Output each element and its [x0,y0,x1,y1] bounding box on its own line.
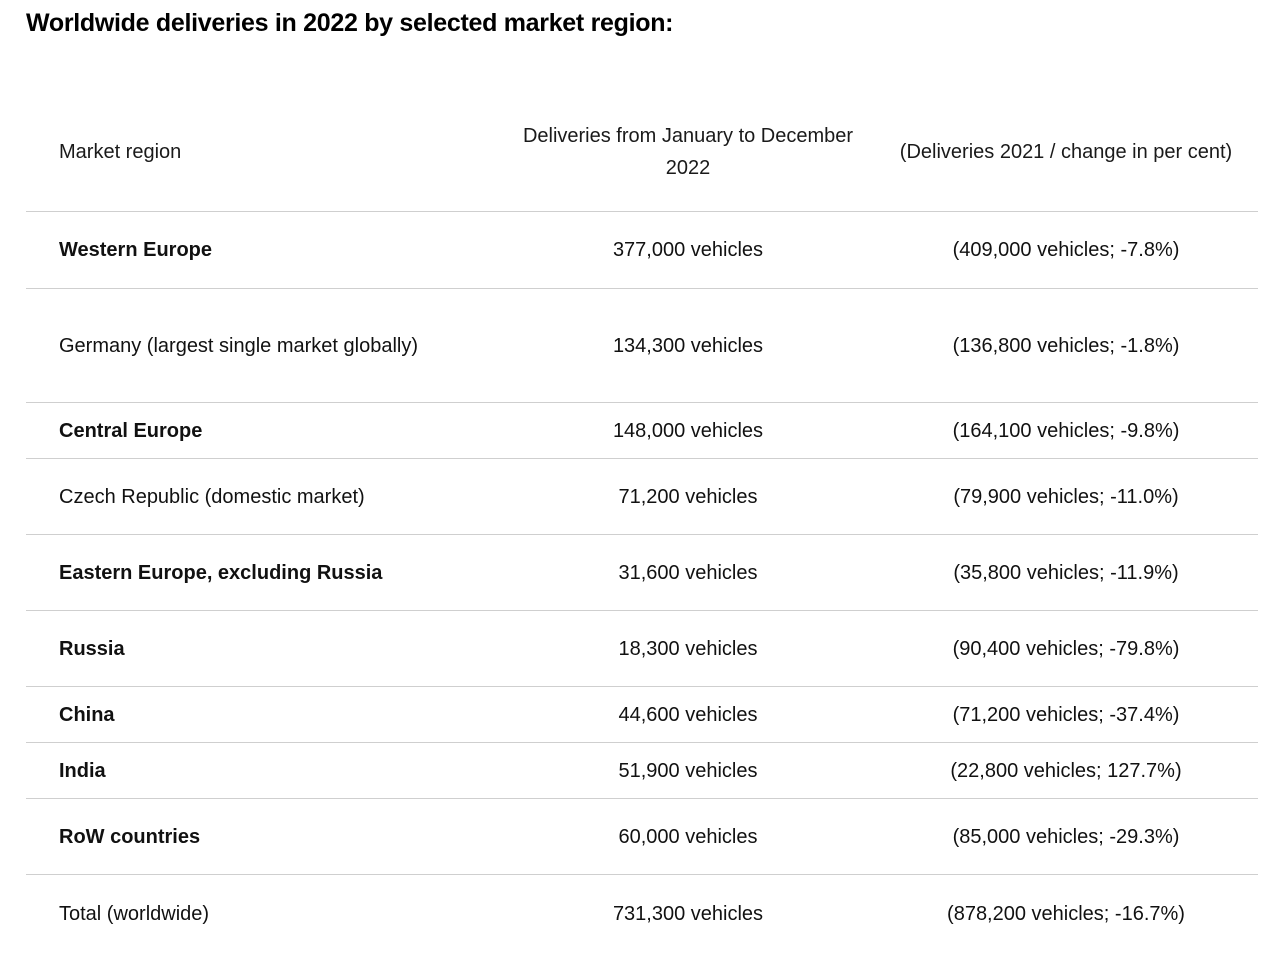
table-row: Central Europe 148,000 vehicles (164,100… [26,403,1258,459]
region-cell: Eastern Europe, excluding Russia [59,561,383,584]
deliveries-table: Market region Deliveries from January to… [26,92,1258,953]
table-row-total: Total (worldwide) 731,300 vehicles (878,… [26,875,1258,953]
region-cell: China [59,703,115,726]
region-cell: RoW countries [59,825,201,848]
deliveries-2021-cell: (409,000 vehicles; -7.8%) [952,239,1180,261]
table-row: India 51,900 vehicles (22,800 vehicles; … [26,743,1258,799]
table-row: Russia 18,300 vehicles (90,400 vehicles;… [26,611,1258,687]
deliveries-2022-cell: 377,000 vehicles [612,239,764,261]
table-row: China 44,600 vehicles (71,200 vehicles; … [26,687,1258,743]
table-row: RoW countries 60,000 vehicles (85,000 ve… [26,799,1258,875]
deliveries-2022-cell: 18,300 vehicles [618,637,758,660]
region-cell: India [59,759,106,782]
region-cell: Russia [59,637,125,660]
table-row: Eastern Europe, excluding Russia 31,600 … [26,535,1258,611]
region-cell: Western Europe [59,239,212,261]
table-header-row: Market region Deliveries from January to… [26,92,1258,212]
deliveries-2021-cell: (878,200 vehicles; -16.7%) [947,903,1185,925]
deliveries-2022-cell: 134,300 vehicles [612,334,764,357]
region-cell: Germany (largest single market globally) [59,334,419,357]
header-market-region: Market region [59,140,182,163]
table-row: Germany (largest single market globally)… [26,289,1258,403]
table-row: Czech Republic (domestic market) 71,200 … [26,459,1258,535]
deliveries-2021-cell: (90,400 vehicles; -79.8%) [952,637,1180,660]
deliveries-2022-cell: 71,200 vehicles [618,485,758,508]
deliveries-2022-cell: 51,900 vehicles [618,759,758,782]
region-cell: Czech Republic (domestic market) [59,485,365,508]
region-cell: Total (worldwide) [59,903,210,925]
deliveries-2022-cell: 148,000 vehicles [612,419,764,442]
deliveries-2021-cell: (22,800 vehicles; 127.7%) [950,759,1182,782]
deliveries-2022-cell: 60,000 vehicles [618,825,758,848]
deliveries-2021-cell: (85,000 vehicles; -29.3%) [952,825,1180,848]
header-deliveries-2022: Deliveries from January to December 2022 [522,124,854,179]
header-deliveries-2021: (Deliveries 2021 / change in per cent) [899,140,1233,163]
region-cell: Central Europe [59,419,203,442]
table-row: Western Europe 377,000 vehicles (409,000… [26,212,1258,289]
page-title: Worldwide deliveries in 2022 by selected… [26,9,674,37]
deliveries-2021-cell: (71,200 vehicles; -37.4%) [952,703,1180,726]
deliveries-2022-cell: 31,600 vehicles [618,561,758,584]
deliveries-2022-cell: 731,300 vehicles [612,903,764,925]
deliveries-2021-cell: (136,800 vehicles; -1.8%) [952,334,1180,357]
deliveries-2021-cell: (35,800 vehicles; -11.9%) [953,561,1179,584]
deliveries-2021-cell: (79,900 vehicles; -11.0%) [953,485,1179,508]
deliveries-2021-cell: (164,100 vehicles; -9.8%) [952,419,1180,442]
deliveries-2022-cell: 44,600 vehicles [618,703,758,726]
